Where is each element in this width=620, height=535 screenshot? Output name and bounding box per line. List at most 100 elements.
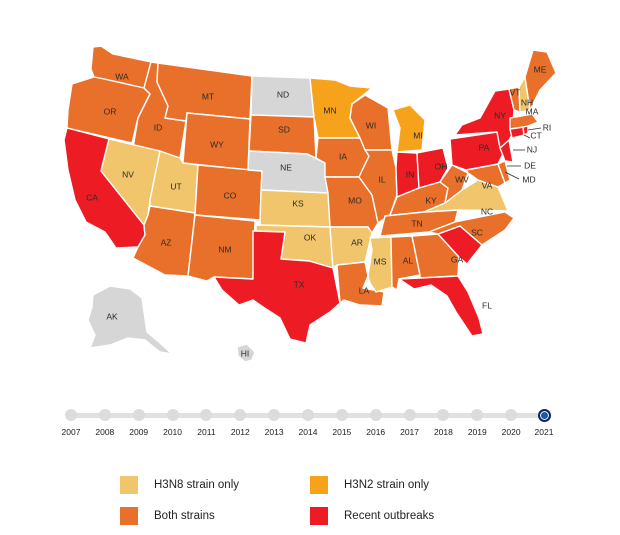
- state-label-me: ME: [534, 64, 547, 74]
- state-label-hi: HI: [241, 348, 250, 358]
- state-label-tx: TX: [294, 279, 305, 289]
- state-label-ok: OK: [304, 232, 317, 242]
- state-oh[interactable]: [416, 147, 449, 189]
- timeline-year-2016[interactable]: 2016: [366, 427, 386, 437]
- timeline-dot-2010[interactable]: [166, 409, 179, 421]
- state-label-fl: FL: [482, 300, 492, 310]
- state-label-sd: SD: [278, 124, 290, 134]
- state-va[interactable]: [423, 179, 509, 213]
- timeline-dot-2007[interactable]: [65, 409, 77, 421]
- state-label-mn: MN: [323, 105, 336, 115]
- legend-item-outbreak: Recent outbreaks: [310, 507, 434, 525]
- state-me[interactable]: [524, 49, 557, 111]
- timeline-year-2010[interactable]: 2010: [163, 427, 183, 437]
- timeline-year-2007[interactable]: 2007: [61, 427, 81, 437]
- state-label-va: VA: [482, 180, 493, 190]
- legend-label-both: Both strains: [154, 510, 215, 522]
- state-mi[interactable]: [392, 104, 426, 153]
- state-label-co: CO: [224, 190, 237, 200]
- timeline-year-2014[interactable]: 2014: [298, 427, 318, 437]
- state-label-tn: TN: [411, 218, 422, 228]
- year-timeline[interactable]: 2007 2008 2009 2010 2011 2012 2013 2014 2015 2016…: [62, 404, 562, 444]
- state-label-wi: WI: [366, 120, 376, 130]
- state-hi[interactable]: [236, 343, 256, 363]
- timeline-year-2015[interactable]: 2015: [332, 427, 352, 437]
- state-label-wv: WV: [455, 174, 469, 184]
- timeline-dot-2017[interactable]: [403, 409, 416, 421]
- legend-label-outbreak: Recent outbreaks: [344, 510, 435, 522]
- state-label-vt: VT: [510, 87, 521, 97]
- legend-label-h3n2: H3N2 strain only: [344, 479, 430, 491]
- timeline-year-2020[interactable]: 2020: [501, 427, 521, 437]
- timeline-year-2019[interactable]: 2019: [467, 427, 487, 437]
- timeline-year-2017[interactable]: 2017: [400, 427, 420, 437]
- state-ar[interactable]: [329, 226, 373, 269]
- state-label-az: AZ: [161, 237, 172, 247]
- state-fl[interactable]: [398, 275, 484, 337]
- state-label-nv: NV: [122, 169, 134, 179]
- state-ks[interactable]: [259, 189, 331, 228]
- state-label-nh: NH: [521, 97, 533, 107]
- state-label-id: ID: [154, 122, 163, 132]
- legend-swatch-outbreak: [310, 507, 328, 525]
- state-label-ms: MS: [374, 256, 387, 266]
- state-label-ga: GA: [451, 254, 464, 264]
- state-pa[interactable]: [449, 131, 506, 171]
- timeline-dot-2013[interactable]: [268, 409, 281, 421]
- legend-swatch-both: [120, 507, 138, 525]
- legend-label-h3n8: H3N8 strain only: [154, 479, 240, 491]
- state-ak[interactable]: [87, 285, 173, 355]
- timeline-dot-2012[interactable]: [234, 409, 247, 421]
- state-label-ri: RI: [543, 122, 552, 132]
- timeline-dot-2016[interactable]: [369, 409, 382, 421]
- timeline-year-2008[interactable]: 2008: [95, 427, 115, 437]
- state-ma[interactable]: [509, 113, 539, 130]
- state-label-ks: KS: [292, 198, 304, 208]
- state-label-ut: UT: [170, 181, 181, 191]
- timeline-dot-2018[interactable]: [437, 409, 450, 421]
- state-label-nd: ND: [277, 89, 289, 99]
- timeline-year-2013[interactable]: 2013: [264, 427, 284, 437]
- legend-item-h3n2: H3N2 strain only: [310, 476, 429, 494]
- state-label-la: LA: [359, 285, 370, 295]
- state-nc[interactable]: [428, 211, 515, 246]
- legend-item-h3n8: H3N8 strain only: [120, 476, 239, 494]
- state-label-pa: PA: [479, 142, 490, 152]
- timeline-year-2018[interactable]: 2018: [433, 427, 453, 437]
- state-label-md: MD: [522, 174, 535, 184]
- timeline-dot-2015[interactable]: [335, 409, 348, 421]
- state-label-mi: MI: [413, 130, 422, 140]
- timeline-dot-2014[interactable]: [302, 409, 314, 421]
- state-label-de: DE: [524, 160, 536, 170]
- state-tx[interactable]: [213, 230, 341, 344]
- state-label-ia: IA: [339, 151, 347, 161]
- state-la[interactable]: [336, 261, 385, 307]
- timeline-dot-2008[interactable]: [98, 409, 111, 421]
- state-label-ma: MA: [526, 106, 539, 116]
- timeline-year-2009[interactable]: 2009: [129, 427, 149, 437]
- state-label-sc: SC: [471, 227, 483, 237]
- state-label-nm: NM: [218, 244, 231, 254]
- timeline-dot-2020[interactable]: [505, 409, 518, 421]
- callout-line-md: [504, 171, 520, 180]
- state-label-oh: OH: [435, 161, 448, 171]
- timeline-dot-2019[interactable]: [471, 409, 484, 421]
- state-label-ne: NE: [280, 162, 292, 172]
- timeline-dot-2021[interactable]: [537, 408, 551, 422]
- timeline-dot-2011[interactable]: [200, 409, 213, 421]
- state-label-wa: WA: [115, 71, 129, 81]
- state-label-in: IN: [406, 169, 415, 179]
- state-label-ar: AR: [351, 237, 363, 247]
- callout-line-ct: [523, 134, 531, 139]
- timeline-dot-2009[interactable]: [132, 409, 145, 421]
- legend-item-both: Both strains: [120, 507, 215, 525]
- callout-line-ri: [527, 127, 542, 131]
- timeline-year-2012[interactable]: 2012: [230, 427, 250, 437]
- state-de[interactable]: [497, 160, 511, 184]
- state-label-ca: CA: [86, 192, 98, 202]
- timeline-year-2011[interactable]: 2011: [197, 427, 216, 437]
- state-label-ak: AK: [106, 311, 118, 321]
- state-label-mt: MT: [202, 91, 214, 101]
- state-label-al: AL: [403, 255, 414, 265]
- timeline-year-2021[interactable]: 2021: [534, 427, 554, 437]
